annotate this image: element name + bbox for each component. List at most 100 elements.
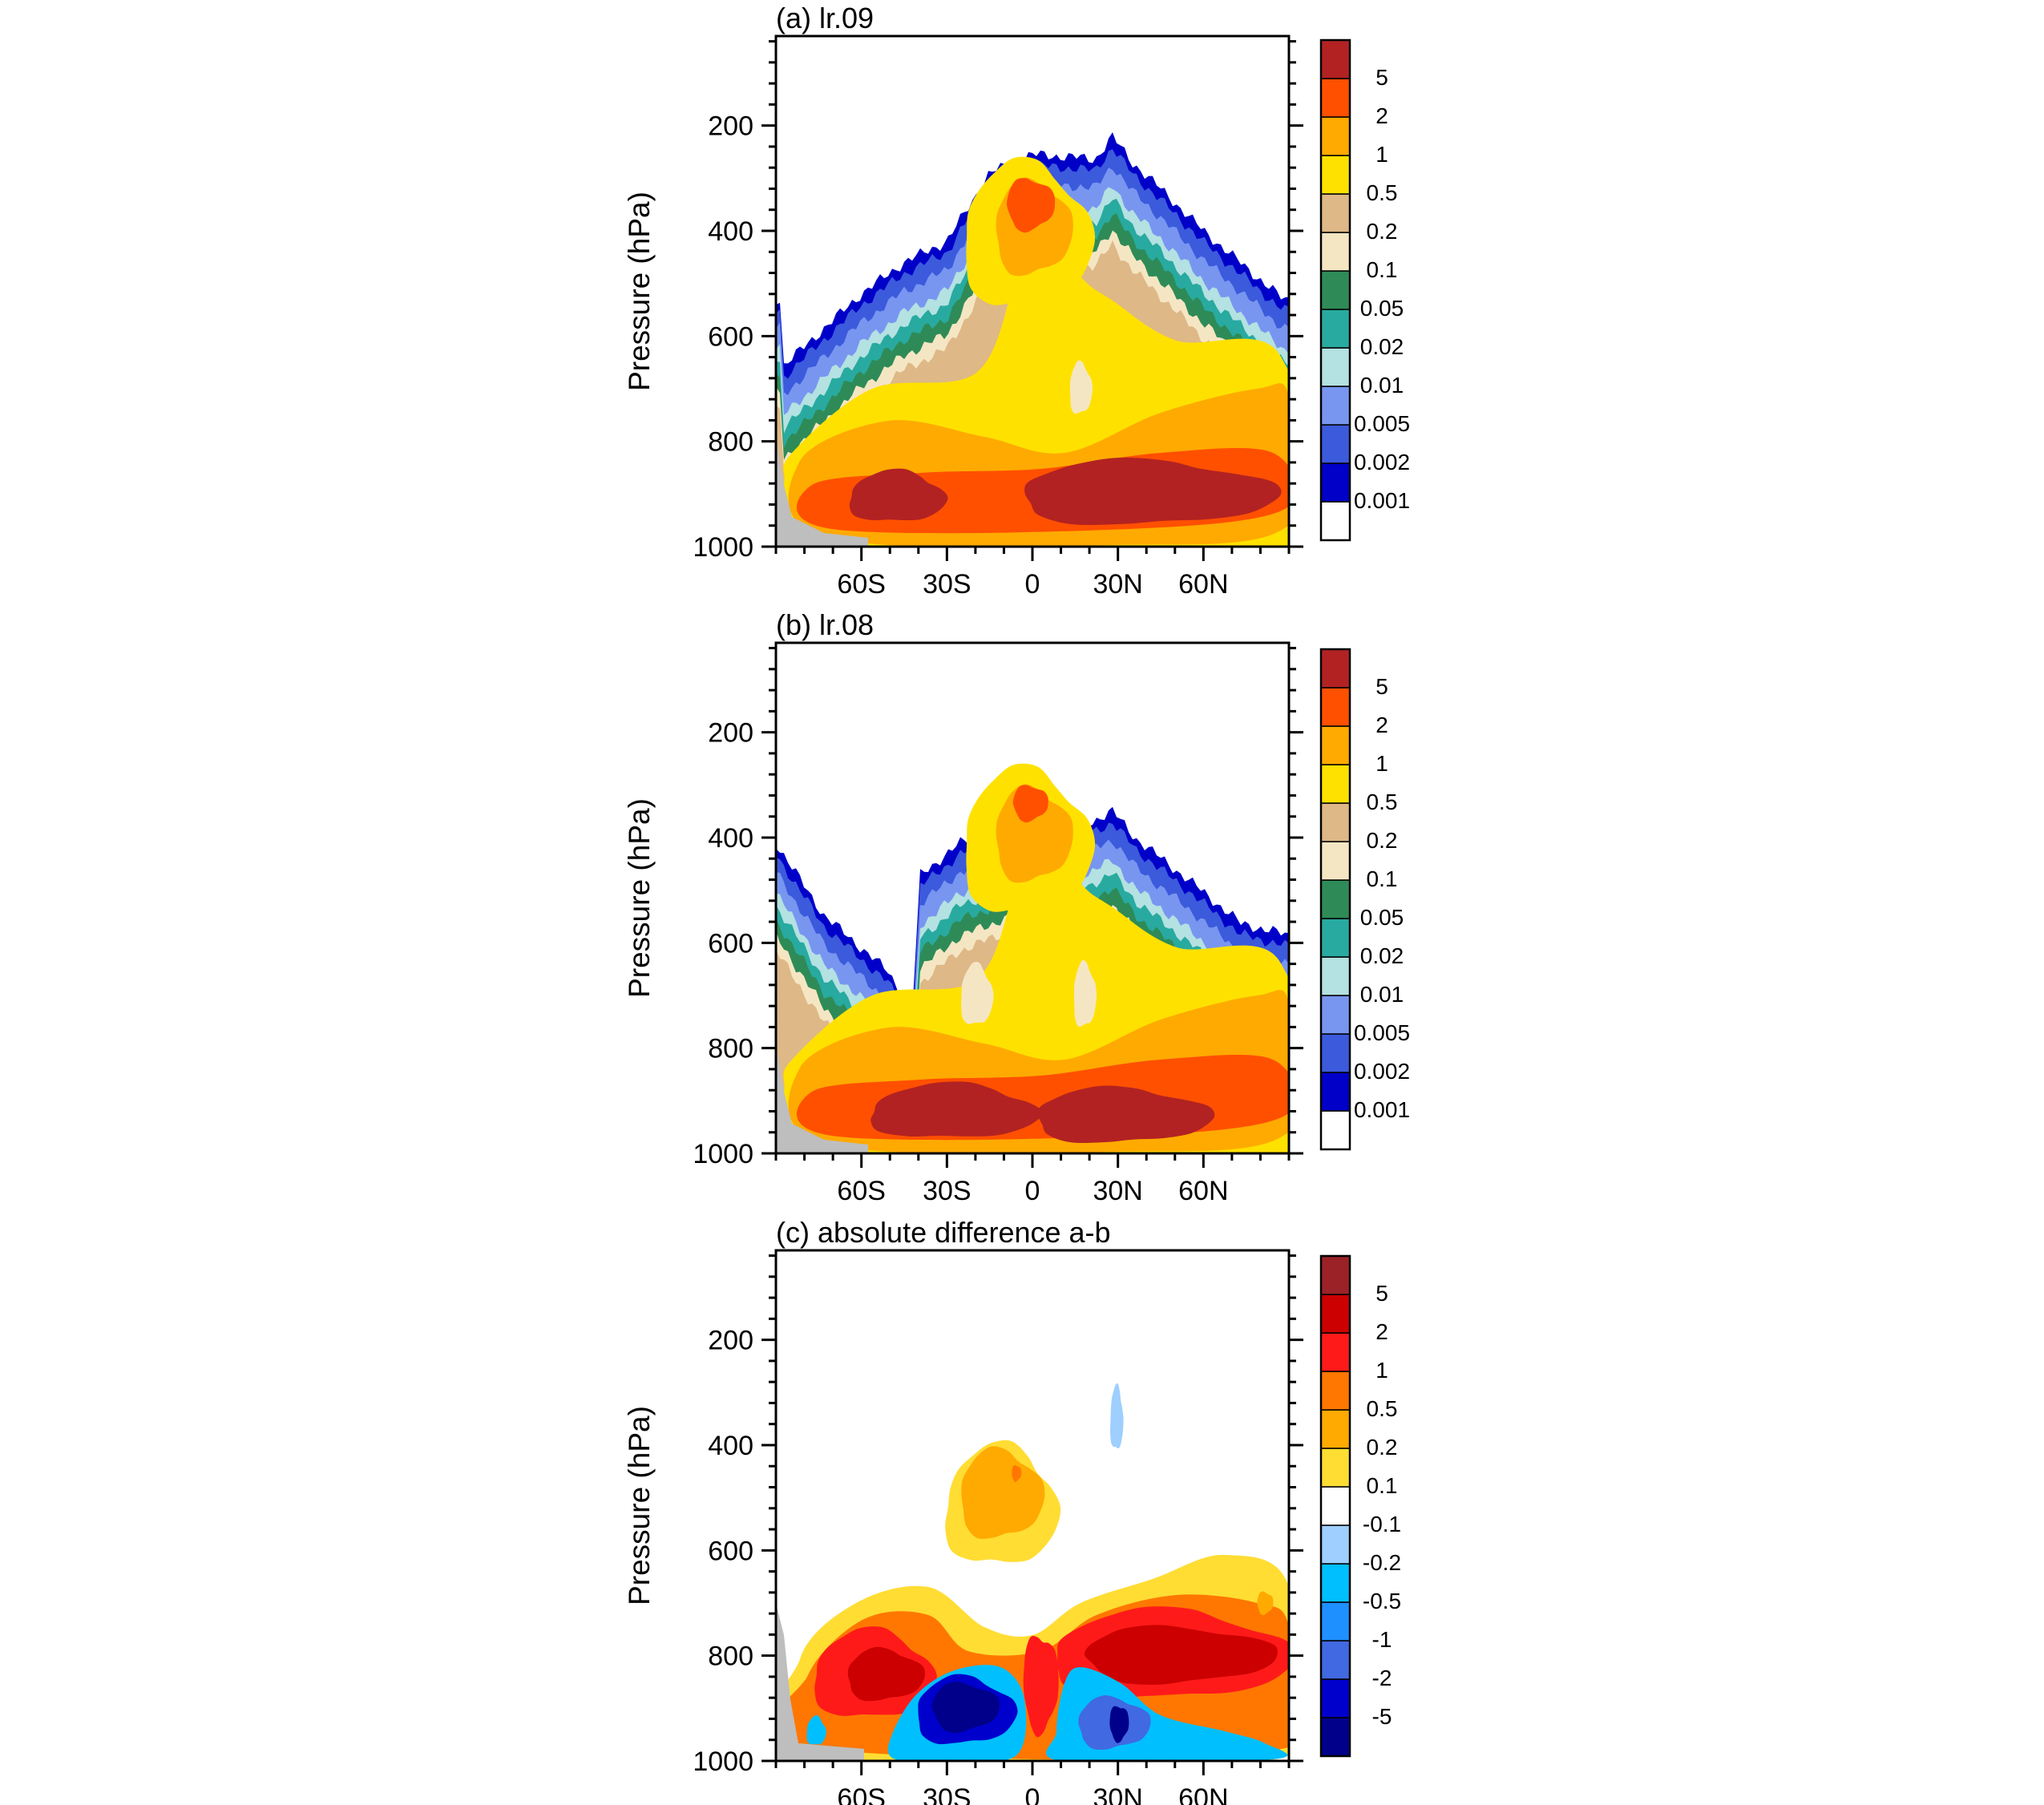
- x-tick-label: 30S: [923, 569, 972, 600]
- colorbar-swatch: [1320, 78, 1351, 118]
- colorbar-swatch: [1320, 116, 1351, 156]
- diff-neg-5-nh: [1109, 1706, 1129, 1743]
- panel-1: (a) lr.09 200 400 600 800 1000 60S 30S 0 30N 60N Pr…: [623, 2, 1410, 600]
- colorbar-swatch: [1320, 386, 1351, 426]
- colorbar-swatch: [1320, 270, 1351, 310]
- y-tick-label: 1000: [693, 1746, 753, 1777]
- colorbar-label: 0.01: [1360, 373, 1404, 398]
- colorbar-swatch: [1320, 648, 1351, 688]
- colorbar-swatch: [1320, 1110, 1351, 1150]
- colorbar-swatch: [1320, 802, 1351, 842]
- max-region-nh: [1024, 457, 1282, 526]
- contour-5-upper: [1006, 178, 1056, 233]
- colorbar-label: 1: [1375, 751, 1388, 776]
- max-region-nh: [1037, 1085, 1215, 1143]
- colorbar-swatch: [1320, 424, 1351, 464]
- colorbar-swatch: [1320, 1486, 1351, 1526]
- terrain-mask: [776, 1603, 864, 1761]
- colorbar-label: -0.5: [1363, 1589, 1401, 1613]
- colorbar-label: 2: [1375, 103, 1388, 128]
- colorbar-swatch: [1320, 347, 1351, 387]
- colorbar: 0.001 0.002 0.005 0.01 0.02 0.05 0.1 0.2 0.5 1 2 5: [1319, 648, 1410, 1151]
- y-axis-label: Pressure (hPa): [623, 798, 656, 998]
- colorbar-swatch: [1320, 1255, 1351, 1295]
- colorbar-label: 0.1: [1367, 1473, 1398, 1498]
- colorbar-label: -0.2: [1363, 1550, 1401, 1575]
- panel-title: (c) absolute difference a-b: [776, 1216, 1111, 1249]
- colorbar-label: 0.2: [1367, 1435, 1398, 1460]
- colorbar-label: 1: [1375, 142, 1388, 167]
- colorbar-label: 0.1: [1367, 866, 1398, 891]
- panel-title: (a) lr.09: [776, 2, 874, 34]
- colorbar-swatch: [1320, 879, 1351, 919]
- colorbar-label: 5: [1375, 674, 1388, 699]
- colorbar-label: 5: [1375, 1281, 1388, 1306]
- colorbar-label: 0.02: [1360, 943, 1404, 968]
- colorbar-label: 0.05: [1360, 905, 1404, 930]
- colorbar-swatch: [1320, 1371, 1351, 1411]
- y-tick-label: 200: [708, 718, 753, 749]
- colorbar-label: 0.2: [1367, 219, 1398, 244]
- colorbar: 0.001 0.002 0.005 0.01 0.02 0.05 0.1 0.2 0.5 1 2 5: [1319, 38, 1410, 542]
- x-tick-label: 30N: [1093, 1176, 1142, 1206]
- colorbar-swatch: [1320, 193, 1351, 233]
- colorbar-label: 0.5: [1367, 180, 1398, 205]
- colorbar-swatch: [1320, 1294, 1351, 1334]
- colorbar-swatch: [1320, 1717, 1351, 1757]
- diff-neg-0.2-pole: [806, 1715, 826, 1745]
- colorbar-swatch: [1320, 1524, 1351, 1565]
- x-tick-label: 60N: [1178, 1783, 1228, 1805]
- diff-0.5-upper: [961, 1446, 1045, 1540]
- y-tick-label: 1000: [693, 1139, 753, 1169]
- diff-neg-5-sh: [931, 1682, 1000, 1734]
- colorbar-swatch: [1320, 462, 1351, 503]
- colorbar-label: 1: [1375, 1358, 1388, 1383]
- y-tick-label: 800: [708, 427, 753, 458]
- colorbar-label: 2: [1375, 1319, 1388, 1344]
- colorbar-label: -0.1: [1363, 1512, 1401, 1536]
- x-tick-label: 30N: [1093, 569, 1142, 600]
- colorbar-label: 0.01: [1360, 982, 1404, 1007]
- x-tick-label: 0: [1025, 569, 1040, 600]
- colorbar-swatch: [1320, 1563, 1351, 1603]
- terrain-mask: [776, 1044, 868, 1153]
- colorbar-swatch: [1320, 995, 1351, 1035]
- x-tick-label: 60N: [1178, 569, 1228, 600]
- x-tick-label: 60N: [1178, 1176, 1228, 1206]
- y-tick-label: 200: [708, 1326, 753, 1356]
- x-tick-label: 30S: [923, 1783, 972, 1805]
- colorbar-label: 0.001: [1354, 488, 1410, 513]
- contour-0.1-pocket-nh: [1073, 959, 1097, 1028]
- contour-0.1-pocket-sh: [961, 962, 994, 1024]
- diff-5-nh: [1085, 1625, 1278, 1685]
- y-tick-label: 800: [708, 1034, 753, 1064]
- x-tick-label: 60S: [837, 569, 886, 600]
- colorbar-swatch: [1320, 1678, 1351, 1718]
- plot-area: [776, 36, 1289, 547]
- colorbar-swatch: [1320, 1332, 1351, 1372]
- colorbar-label: -2: [1372, 1666, 1392, 1690]
- colorbar-swatch: [1320, 1072, 1351, 1112]
- diff-0.5-np: [1257, 1591, 1274, 1616]
- plot-area: [776, 643, 1289, 1153]
- colorbar-label: 0.005: [1354, 1020, 1410, 1045]
- y-tick-label: 400: [708, 216, 753, 247]
- contour-5-upper: [1012, 785, 1048, 823]
- colorbar-swatch: [1320, 1448, 1351, 1488]
- y-tick-label: 600: [708, 1536, 753, 1566]
- y-tick-label: 800: [708, 1641, 753, 1672]
- y-tick-label: 600: [708, 321, 753, 352]
- x-tick-label: 60S: [837, 1783, 886, 1805]
- max-region-sh: [871, 1081, 1043, 1137]
- colorbar-label: 0.005: [1354, 411, 1410, 436]
- diff-5-sh: [847, 1646, 925, 1702]
- x-tick-label: 30N: [1093, 1783, 1142, 1805]
- diff-1-upper-spot: [1012, 1464, 1022, 1483]
- colorbar-label: 0.002: [1354, 450, 1410, 474]
- y-tick-label: 1000: [693, 532, 753, 563]
- colorbar-swatch: [1320, 764, 1351, 804]
- colorbar-label: 0.001: [1354, 1097, 1410, 1122]
- panel-3: (c) absolute difference a-b 200 400 600 800 1…: [623, 1216, 1401, 1805]
